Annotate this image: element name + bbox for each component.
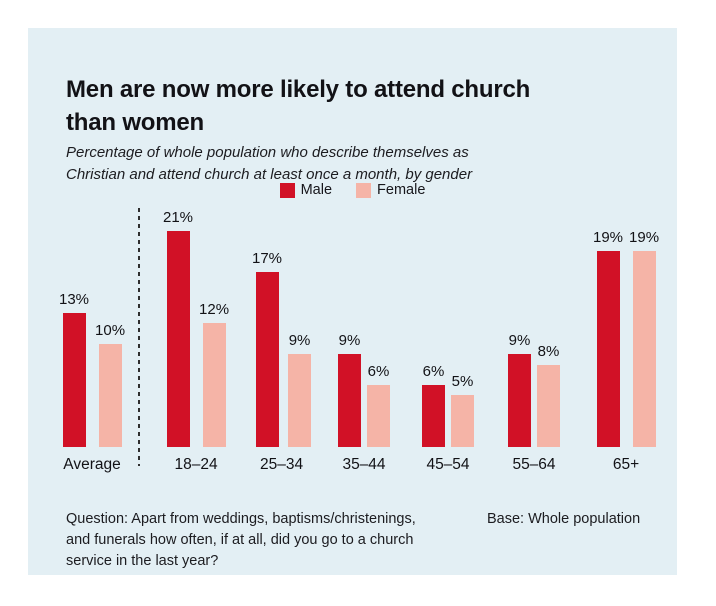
- value-label-male-55-64: 9%: [508, 332, 531, 349]
- bar-column-male-average: 13%: [59, 292, 89, 447]
- bar-column-female-35-44: 6%: [367, 364, 390, 447]
- bar-column-male-18-24: 21%: [163, 210, 193, 447]
- value-label-male-45-54: 6%: [422, 363, 445, 380]
- bar-female-65: [632, 251, 656, 447]
- bar-male-25-34: [255, 272, 279, 447]
- bar-group-45-54: 6% 5% 45–54: [422, 364, 474, 473]
- bar-female-55-64: [537, 365, 560, 447]
- bar-group-65: 19% 19% 65+: [593, 230, 659, 474]
- bar-group-35-44: 9% 6% 35–44: [338, 333, 390, 473]
- bar-group-18-24: 21% 12% 18–24: [163, 210, 229, 474]
- bar-male-18-24: [166, 231, 190, 447]
- bar-column-female-25-34: 9%: [288, 332, 312, 447]
- bar-column-male-35-44: 9%: [338, 333, 361, 447]
- legend-label: Female: [377, 182, 426, 198]
- bar-column-male-45-54: 6%: [422, 364, 445, 447]
- value-label-male-average: 13%: [59, 291, 90, 308]
- legend: Male Female: [28, 182, 677, 198]
- bar-male-45-54: [422, 385, 445, 447]
- bar-column-male-65: 19%: [593, 230, 623, 447]
- legend-swatch-male: [279, 182, 295, 198]
- category-label-55-64: 55–64: [512, 456, 556, 473]
- bar-female-18-24: [202, 323, 226, 447]
- bar-chart-plot: 13% 10% Average 21% 12% 18–24 17% 9% 25–34 9% 6% 35…: [28, 28, 677, 474]
- bar-female-45-54: [451, 395, 474, 447]
- legend-item-male: Male: [279, 182, 333, 198]
- bar-male-65: [596, 251, 620, 447]
- value-label-female-65: 19%: [629, 229, 660, 246]
- question-note: Question: Apart from weddings, baptisms/…: [66, 510, 416, 569]
- category-label-45-54: 45–54: [426, 456, 470, 473]
- value-label-male-65: 19%: [593, 229, 624, 246]
- bar-male-55-64: [508, 354, 531, 447]
- bar-column-female-18-24: 12%: [199, 302, 229, 447]
- category-label-35-44: 35–44: [342, 456, 386, 473]
- value-label-female-18-24: 12%: [199, 301, 230, 318]
- base-note: Base: Whole population: [487, 510, 641, 527]
- chart-title: Men are now more likely to attend church…: [66, 76, 531, 137]
- category-label-average: Average: [63, 456, 121, 473]
- bar-column-female-average: 10%: [95, 323, 125, 447]
- category-label-25-34: 25–34: [259, 456, 304, 473]
- chart-subtitle: Percentage of whole population who descr…: [66, 144, 473, 183]
- value-label-female-25-34: 9%: [288, 332, 311, 349]
- category-label-18-24: 18–24: [174, 456, 218, 473]
- legend-swatch-female: [356, 182, 372, 198]
- bar-column-female-55-64: 8%: [537, 344, 560, 447]
- bar-group-55-64: 9% 8% 55–64: [508, 333, 560, 473]
- category-label-65: 65+: [612, 456, 640, 473]
- value-label-female-35-44: 6%: [367, 363, 390, 380]
- bar-column-female-45-54: 5%: [451, 374, 474, 447]
- value-label-male-35-44: 9%: [338, 332, 361, 349]
- bar-male-35-44: [338, 354, 361, 447]
- value-label-female-55-64: 8%: [537, 343, 560, 360]
- value-label-male-25-34: 17%: [252, 250, 283, 267]
- legend-item-female: Female: [356, 182, 425, 198]
- value-label-female-45-54: 5%: [451, 373, 474, 390]
- bar-column-male-25-34: 17%: [252, 251, 282, 447]
- bar-group-25-34: 17% 9% 25–34: [252, 251, 312, 473]
- average-divider-line: [138, 208, 140, 466]
- bar-male-average: [62, 313, 86, 447]
- bar-column-female-65: 19%: [629, 230, 659, 447]
- bar-column-male-55-64: 9%: [508, 333, 531, 447]
- legend-label: Male: [300, 182, 333, 198]
- value-label-female-average: 10%: [95, 322, 126, 339]
- bar-group-average: 13% 10% Average: [59, 292, 125, 474]
- bar-female-35-44: [367, 385, 390, 447]
- bar-female-average: [98, 344, 122, 447]
- value-label-male-18-24: 21%: [163, 209, 194, 226]
- bar-female-25-34: [288, 354, 312, 447]
- chart-card: Men are now more likely to attend church…: [28, 28, 677, 575]
